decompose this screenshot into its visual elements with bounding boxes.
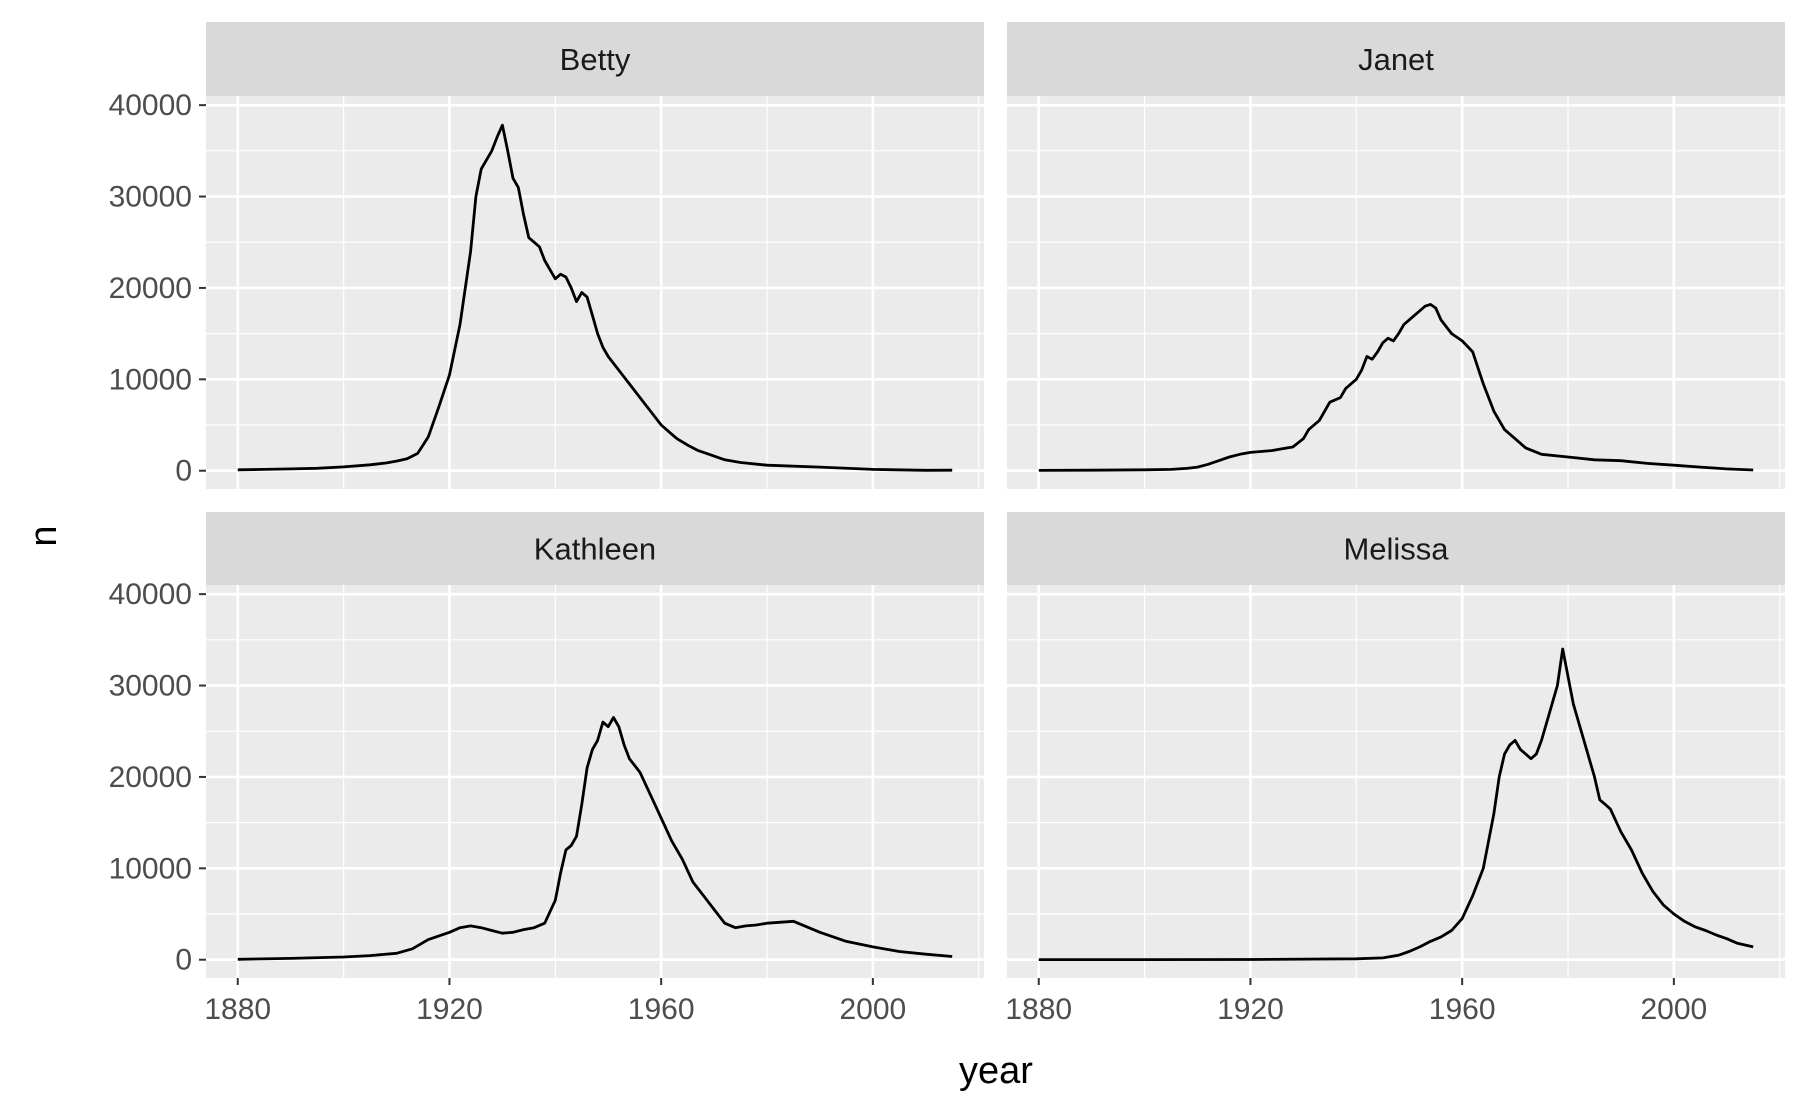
y-tick-label: 20000 xyxy=(109,272,192,305)
facet-panel-kathleen: Kathleen xyxy=(206,512,984,978)
facet-strip xyxy=(206,512,984,585)
y-tick-label: 30000 xyxy=(109,181,192,214)
facet-strip xyxy=(206,22,984,96)
axes: 0 10000 20000 30000 40000 0 10000 20000 30000 400… xyxy=(109,89,1708,1026)
y-tick-label: 10000 xyxy=(109,363,192,396)
panel-background xyxy=(1007,585,1785,978)
y-tick-label: 40000 xyxy=(109,578,192,611)
y-axis-title: n xyxy=(23,525,65,546)
y-tick-label: 20000 xyxy=(109,761,192,794)
x-axis-title: year xyxy=(959,1050,1033,1092)
x-tick-label: 1960 xyxy=(628,993,695,1026)
panel-background xyxy=(1007,96,1785,489)
series-line-janet xyxy=(1038,302,1754,472)
y-tick-label: 0 xyxy=(175,455,192,488)
x-tick-label: 1880 xyxy=(204,993,271,1026)
x-tick-label: 1920 xyxy=(416,993,483,1026)
panel-background xyxy=(206,96,984,489)
facet-panels: Betty Janet Kathleen Melissa xyxy=(206,22,1785,978)
x-tick-label: 2000 xyxy=(839,993,906,1026)
x-tick-label: 2000 xyxy=(1640,993,1707,1026)
x-tick-label: 1880 xyxy=(1005,993,1072,1026)
series-line-betty xyxy=(237,123,953,472)
series-line-kathleen xyxy=(237,716,953,961)
facet-panel-janet: Janet xyxy=(1007,22,1785,489)
y-tick-label: 10000 xyxy=(109,852,192,885)
facet-strip xyxy=(1007,512,1785,585)
y-tick-label: 40000 xyxy=(109,89,192,122)
x-tick-label: 1920 xyxy=(1217,993,1284,1026)
facet-panel-melissa: Melissa xyxy=(1007,512,1785,978)
y-tick-label: 0 xyxy=(175,944,192,977)
y-tick-label: 30000 xyxy=(109,670,192,703)
facet-strip-label: Melissa xyxy=(1343,532,1449,567)
panel-background xyxy=(206,585,984,978)
facet-strip-label: Betty xyxy=(560,42,631,77)
series-line-melissa xyxy=(1038,647,1754,961)
facet-panel-betty: Betty xyxy=(206,22,984,489)
x-tick-label: 1960 xyxy=(1429,993,1496,1026)
facet-strip-label: Kathleen xyxy=(534,532,656,567)
facet-strip-label: Janet xyxy=(1358,42,1434,77)
facet-strip xyxy=(1007,22,1785,96)
